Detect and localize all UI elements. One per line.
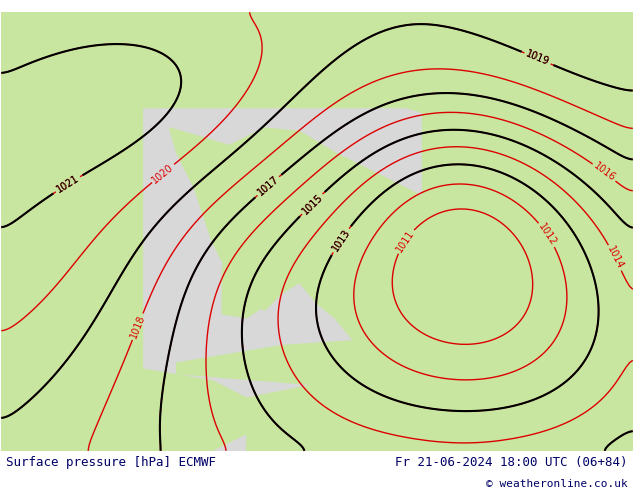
Polygon shape — [170, 128, 486, 373]
Polygon shape — [422, 107, 633, 451]
Text: 1018: 1018 — [129, 314, 147, 340]
Polygon shape — [404, 12, 633, 188]
Text: Surface pressure [hPa] ECMWF: Surface pressure [hPa] ECMWF — [6, 456, 216, 469]
Text: 1013: 1013 — [330, 227, 352, 253]
Polygon shape — [1, 12, 633, 107]
Polygon shape — [1, 107, 141, 451]
Text: © weatheronline.co.uk: © weatheronline.co.uk — [486, 479, 628, 489]
Polygon shape — [233, 170, 268, 230]
Text: 1021: 1021 — [55, 173, 81, 195]
Polygon shape — [247, 363, 493, 451]
Polygon shape — [223, 230, 271, 318]
Text: 1019: 1019 — [524, 49, 551, 68]
Text: 1013: 1013 — [330, 227, 352, 253]
Text: 1015: 1015 — [300, 192, 325, 216]
Text: Fr 21-06-2024 18:00 UTC (06+84): Fr 21-06-2024 18:00 UTC (06+84) — [395, 456, 628, 469]
Polygon shape — [366, 332, 479, 370]
Polygon shape — [1, 363, 282, 451]
Text: 1016: 1016 — [592, 161, 617, 184]
Text: 1012: 1012 — [536, 221, 558, 247]
Text: 1017: 1017 — [256, 174, 281, 198]
Text: 1020: 1020 — [150, 162, 176, 185]
Polygon shape — [177, 339, 422, 388]
Text: 1011: 1011 — [394, 228, 417, 254]
Text: 1015: 1015 — [300, 192, 325, 216]
Text: 1014: 1014 — [605, 245, 625, 271]
Text: 1019: 1019 — [524, 49, 551, 68]
Polygon shape — [510, 223, 633, 451]
Text: 1021: 1021 — [55, 173, 81, 195]
Text: 1017: 1017 — [256, 174, 281, 198]
